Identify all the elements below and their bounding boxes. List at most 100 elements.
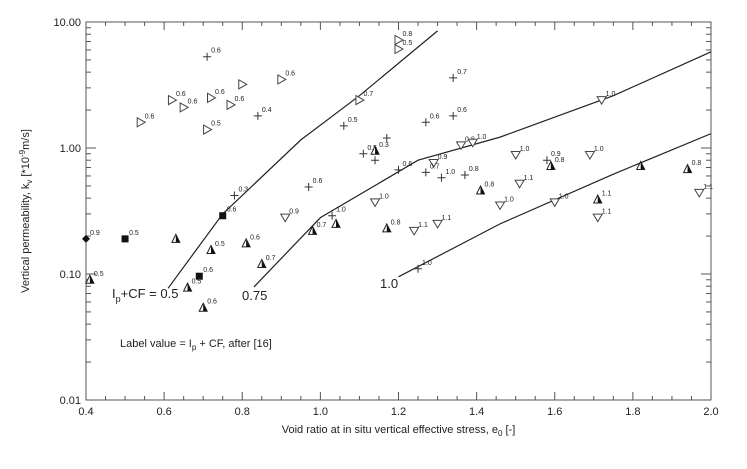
data-point-tri-down <box>494 201 506 211</box>
y-axis-label-part: m/s] <box>20 129 32 150</box>
triangle-right-marker <box>203 124 213 135</box>
data-point-tri-right <box>167 94 178 106</box>
triangle-right-marker <box>167 94 178 106</box>
point-label: 1.0 <box>504 196 514 203</box>
y-tick-label: 1.00 <box>60 143 81 155</box>
x-tick-label: 2.0 <box>703 406 718 418</box>
triangle-fill <box>246 238 251 247</box>
data-point-tri-right <box>226 99 237 111</box>
point-label: 0.8 <box>469 166 479 173</box>
y-axis-label-part: [*10 <box>20 157 32 180</box>
point-label: 0.9 <box>551 151 561 158</box>
point-label: 0.8 <box>555 157 565 164</box>
data-point-cross <box>437 173 446 182</box>
data-point-tri-filled <box>635 160 646 170</box>
data-point-tri-filled <box>331 218 341 228</box>
diamond-marker <box>82 234 90 243</box>
data-point-tri-down <box>279 213 291 223</box>
point-label: 0.5 <box>403 40 413 47</box>
triangle-down-marker <box>514 179 525 189</box>
curve-label-part: 1.0 <box>380 276 398 291</box>
data-point-cross <box>371 156 380 165</box>
data-point-tri-filled <box>307 225 318 235</box>
curve-label-part: 0.75 <box>242 288 267 303</box>
data-point-tri-down <box>584 150 596 160</box>
data-point-tri-right <box>394 34 405 46</box>
data-point-tri-right <box>207 92 217 104</box>
point-label: 1.0 <box>606 91 616 98</box>
data-point-tri-down <box>514 179 525 189</box>
point-label: 1.0 <box>559 193 569 200</box>
point-label: 0.5 <box>215 241 225 248</box>
x-axis-label-part: 0 <box>498 429 503 438</box>
y-tick-label: 0.10 <box>60 269 81 281</box>
triangle-fill <box>550 161 555 170</box>
data-point-tri-right <box>179 102 190 113</box>
iso-curve-1 <box>253 51 711 288</box>
point-label: 0.6 <box>176 91 186 98</box>
data-point-tri-filled <box>85 274 95 284</box>
point-label: 1.0 <box>379 193 389 200</box>
cross-marker <box>394 165 403 174</box>
iso-curve-0 <box>167 30 438 289</box>
cross-marker <box>421 168 430 177</box>
point-label: 0.9 <box>289 209 299 216</box>
data-point-tri-down <box>592 213 604 223</box>
y-axis-label-part: v <box>25 180 34 184</box>
data-point-diamond <box>82 234 90 243</box>
curve-label-part: p <box>116 294 121 304</box>
point-label: 0.8 <box>391 219 401 226</box>
point-label: 1.1 <box>703 184 713 191</box>
cross-marker <box>328 211 337 220</box>
point-label: 0.6 <box>215 89 225 96</box>
triangle-right-marker <box>207 92 217 104</box>
triangle-right-marker <box>226 99 237 111</box>
point-label: 0.7 <box>430 163 440 170</box>
point-label: 1.1 <box>418 222 428 229</box>
data-point-tri-filled <box>182 281 193 292</box>
point-label: 0.7 <box>266 255 276 262</box>
cross-marker <box>437 173 446 182</box>
triangle-fill <box>480 185 485 194</box>
point-label: 0.4 <box>262 107 272 114</box>
data-point-cross <box>449 111 458 120</box>
data-point-tri-down <box>693 188 705 198</box>
data-point-tri-down <box>408 226 420 236</box>
point-label: 1.0 <box>445 169 455 176</box>
data-point-tri-right <box>203 124 213 135</box>
data-point-tri-filled <box>198 302 208 312</box>
point-label: 0.7 <box>363 91 373 98</box>
point-label: 0.6 <box>313 178 323 185</box>
data-point-tri-down <box>428 159 440 168</box>
triangle-down-marker <box>279 213 291 223</box>
triangle-fill <box>261 259 266 268</box>
cross-marker <box>460 171 469 180</box>
cross-marker <box>304 183 313 192</box>
data-point-cross <box>382 134 391 143</box>
point-label: 0.6 <box>285 70 295 77</box>
triangle-fill <box>211 245 215 254</box>
point-label: 0.8 <box>692 160 702 167</box>
data-point-cross <box>449 73 458 82</box>
point-label: 0.9 <box>438 154 448 161</box>
triangle-down-marker <box>596 96 608 106</box>
point-label: 1.0 <box>477 134 487 141</box>
point-label: 1.1 <box>602 191 612 198</box>
y-axis-label: Vertical permeability, kv [*10-9m/s] <box>18 129 34 293</box>
cross-marker <box>203 52 212 61</box>
point-label: 1.1 <box>442 215 452 222</box>
cross-marker <box>542 156 551 165</box>
x-axis-label-part: [-] <box>502 424 515 436</box>
triangle-right-marker <box>136 116 147 128</box>
data-point-tri-right <box>394 43 405 55</box>
x-tick-label: 1.0 <box>313 406 328 418</box>
curve-label: 1.0 <box>380 276 398 291</box>
triangle-down-marker <box>693 188 705 198</box>
data-point-cross <box>421 118 430 127</box>
y-axis-label-part: -9 <box>18 149 27 157</box>
data-point-tri-filled <box>682 163 693 174</box>
data-point-cross <box>542 156 551 165</box>
data-point-cross <box>304 183 313 192</box>
data-point-tri-filled <box>592 193 603 204</box>
